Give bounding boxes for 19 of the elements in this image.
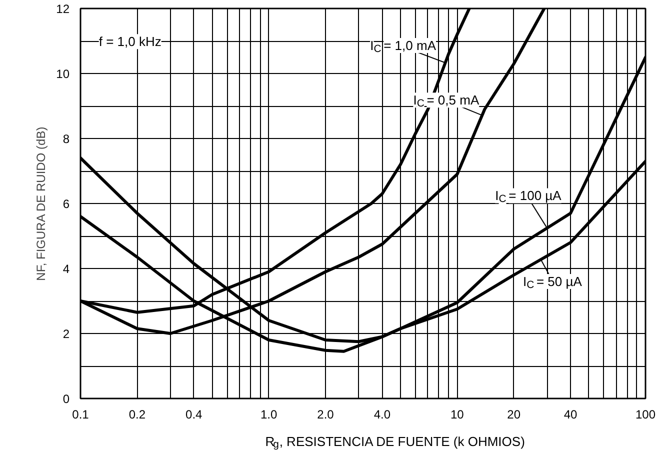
x-tick-label: 2.0 (317, 408, 334, 422)
y-tick-label: 6 (62, 197, 70, 211)
x-tick-label: 0.1 (72, 408, 90, 422)
y-tick-label: 12 (56, 2, 70, 16)
x-tick-label: 4.0 (374, 408, 391, 422)
x-tick-label: 0.4 (186, 408, 203, 422)
x-tick-label: 100 (635, 408, 656, 422)
x-tick-label: 0.2 (128, 408, 146, 422)
annotation: f = 1,0 kHz (98, 34, 162, 50)
y-tick-label: 4 (62, 262, 70, 276)
x-tick-label: 10 (450, 408, 464, 422)
x-tick-label: 40 (564, 408, 578, 422)
y-tick-label: 0 (62, 392, 70, 406)
x-tick-label: 1.0 (260, 408, 278, 422)
x-tick-label: 20 (507, 408, 521, 422)
y-tick-label: 10 (56, 67, 70, 81)
y-tick-label: 2 (62, 327, 70, 341)
y-axis-title: NF, FIGURA DE RUIDO (dB) (34, 126, 48, 281)
y-tick-label: 8 (62, 132, 70, 146)
